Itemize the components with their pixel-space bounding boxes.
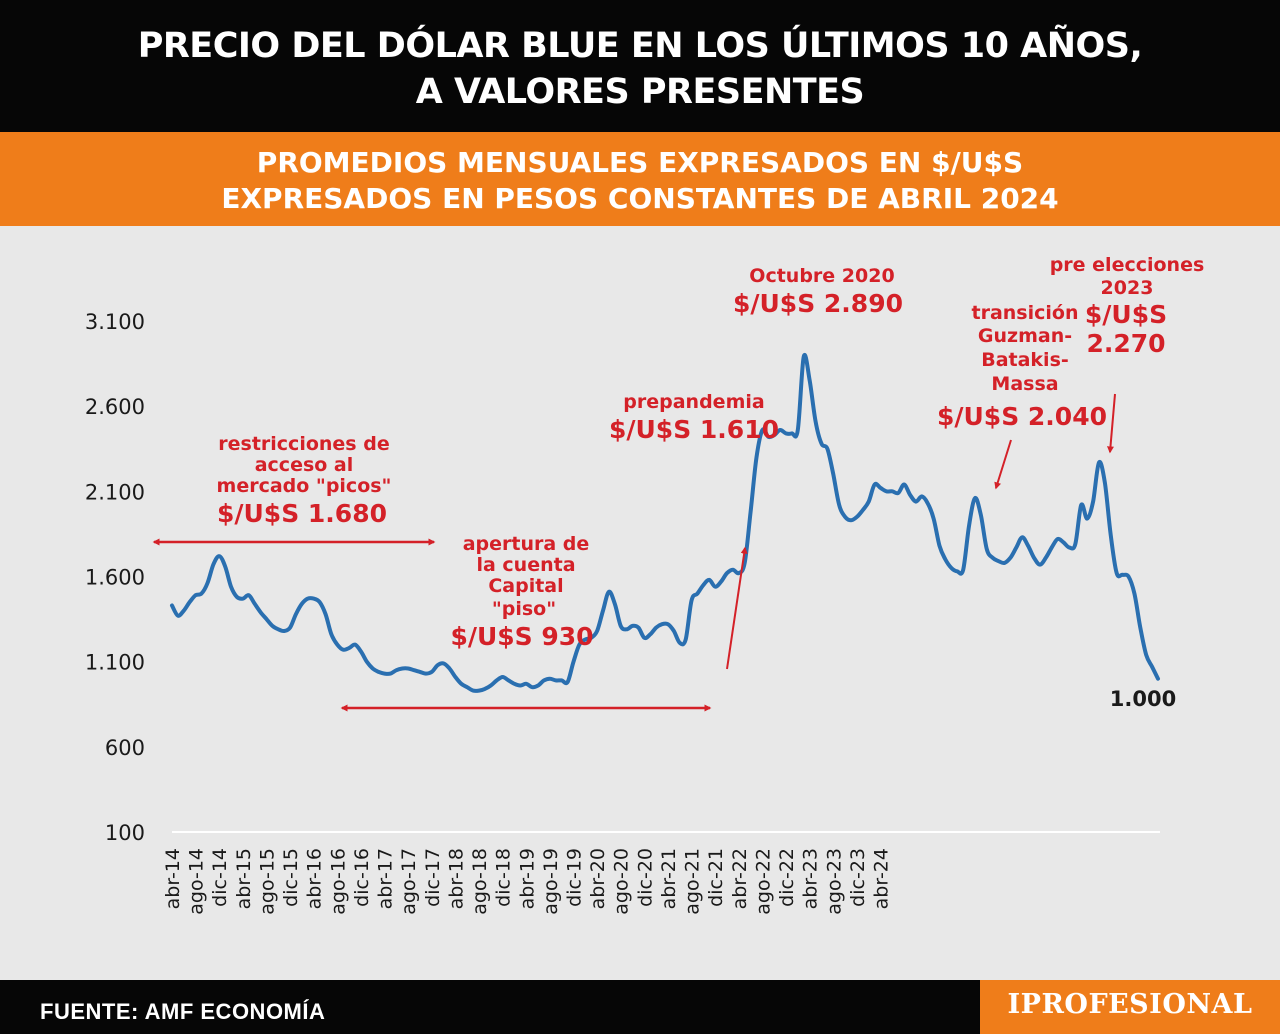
x-tick-label: abr-24 xyxy=(871,848,893,909)
annotation-picos-line-1: restricciones de xyxy=(218,433,389,455)
x-tick-label: dic-23 xyxy=(847,848,869,907)
x-tick-label: ago-18 xyxy=(469,848,491,915)
x-tick-label: ago-16 xyxy=(327,848,349,915)
x-tick-label: ago-21 xyxy=(682,848,704,915)
x-tick-label: dic-18 xyxy=(493,848,515,907)
x-tick-label: abr-16 xyxy=(304,848,326,909)
chart-subtitle-line-2: EXPRESADOS EN PESOS CONSTANTES DE ABRIL … xyxy=(221,182,1059,215)
x-tick-label: ago-14 xyxy=(186,848,208,915)
x-tick-label: dic-22 xyxy=(776,848,798,907)
x-tick-label: ago-15 xyxy=(256,848,278,915)
x-tick-label: abr-19 xyxy=(516,848,538,909)
y-tick-label: 2.600 xyxy=(85,395,145,419)
y-tick-label: 600 xyxy=(105,736,145,760)
y-tick-label: 3.100 xyxy=(85,310,145,334)
annotation-octubre-label: Octubre 2020 xyxy=(749,265,894,287)
annotation-piso-line-3: Capital xyxy=(488,575,563,597)
chart-footer: FUENTE: AMF ECONOMÍA IPROFESIONAL xyxy=(0,980,1280,1034)
x-tick-label: dic-17 xyxy=(422,848,444,907)
prepandemia-pointer-arrow xyxy=(726,546,748,670)
x-tick-label: dic-20 xyxy=(634,848,656,907)
x-tick-label: dic-16 xyxy=(351,848,373,907)
y-tick-label: 1.100 xyxy=(85,651,145,675)
chart-header: PRECIO DEL DÓLAR BLUE EN LOS ÚLTIMOS 10 … xyxy=(0,0,1280,132)
annotation-octubre-value: $/U$S 2.890 xyxy=(733,289,903,318)
x-tick-label: ago-23 xyxy=(823,848,845,915)
annotation-prepandemia-value: $/U$S 1.610 xyxy=(609,415,779,444)
annotation-picos-line-2: acceso al xyxy=(255,454,354,476)
x-tick-label: abr-14 xyxy=(162,848,184,909)
annotation-piso-line-2: la cuenta xyxy=(476,554,575,576)
x-tick-label: abr-23 xyxy=(800,848,822,909)
annotation-transicion-line-2: Guzman- xyxy=(978,325,1072,347)
chart-title-line-1: PRECIO DEL DÓLAR BLUE EN LOS ÚLTIMOS 10 … xyxy=(137,26,1143,66)
x-tick-label: abr-15 xyxy=(233,848,255,909)
annotation-transicion-line-1: transición xyxy=(972,302,1079,324)
y-tick-label: 2.100 xyxy=(85,480,145,504)
x-tick-label: ago-17 xyxy=(398,848,420,915)
x-tick-label: ago-19 xyxy=(540,848,562,915)
x-tick-label: abr-18 xyxy=(445,848,467,909)
annotation-piso-value: $/U$S 930 xyxy=(450,622,593,651)
x-tick-label: abr-17 xyxy=(375,848,397,909)
x-tick-label: ago-22 xyxy=(752,848,774,915)
subtitle-band: PROMEDIOS MENSUALES EXPRESADOS EN $/U$S … xyxy=(0,132,1280,226)
annotation-picos-line-3: mercado "picos" xyxy=(217,475,392,497)
annotation-prepandemia-label: prepandemia xyxy=(623,391,764,413)
annotation-elecciones-value-line-2: 2.270 xyxy=(1086,329,1165,358)
x-tick-label: dic-14 xyxy=(209,848,231,907)
y-axis-ticks: 100 600 1.100 1.600 2.100 2.600 3.100 xyxy=(85,310,145,845)
annotation-piso-line-4: "piso" xyxy=(492,598,556,620)
pre-elecciones-pointer-arrow xyxy=(1106,393,1116,454)
annotation-elecciones-line-2: 2023 xyxy=(1101,277,1154,299)
series-group xyxy=(170,352,1160,693)
source-note: FUENTE: AMF ECONOMÍA xyxy=(40,999,326,1024)
annotation-picos-value: $/U$S 1.680 xyxy=(217,499,387,528)
x-tick-label: dic-15 xyxy=(280,848,302,907)
annotation-transicion-line-4: Massa xyxy=(991,373,1058,395)
x-tick-label: abr-20 xyxy=(587,848,609,909)
annotation-elecciones-line-1: pre elecciones xyxy=(1050,254,1205,276)
x-tick-label: dic-21 xyxy=(705,848,727,907)
x-tick-label: abr-22 xyxy=(729,848,751,909)
x-tick-label: abr-21 xyxy=(658,848,680,909)
brand-logo-box: IPROFESIONAL xyxy=(980,980,1280,1034)
chart-subtitle-line-1: PROMEDIOS MENSUALES EXPRESADOS EN $/U$S xyxy=(256,146,1024,179)
y-tick-label: 100 xyxy=(105,821,145,845)
annotation-transicion-value: $/U$S 2.040 xyxy=(937,402,1107,431)
annotation-transicion-line-3: Batakis- xyxy=(981,349,1069,371)
x-tick-label: dic-19 xyxy=(563,848,585,907)
chart-title-line-2: A VALORES PRESENTES xyxy=(415,72,865,112)
y-tick-label: 1.600 xyxy=(85,566,145,590)
transicion-pointer-arrow xyxy=(994,439,1012,490)
annotation-piso-line-1: apertura de xyxy=(463,533,590,555)
annotation-final-value: 1.000 xyxy=(1110,687,1176,711)
x-axis-ticks: abr-14 ago-14 dic-14 abr-15 ago-15 dic-15 abr-… xyxy=(162,848,893,915)
annotation-elecciones-value-line-1: $/U$S xyxy=(1085,300,1167,329)
x-tick-label: ago-20 xyxy=(611,848,633,915)
brand-logo: IPROFESIONAL xyxy=(1007,989,1253,1020)
series-line xyxy=(170,352,1160,693)
